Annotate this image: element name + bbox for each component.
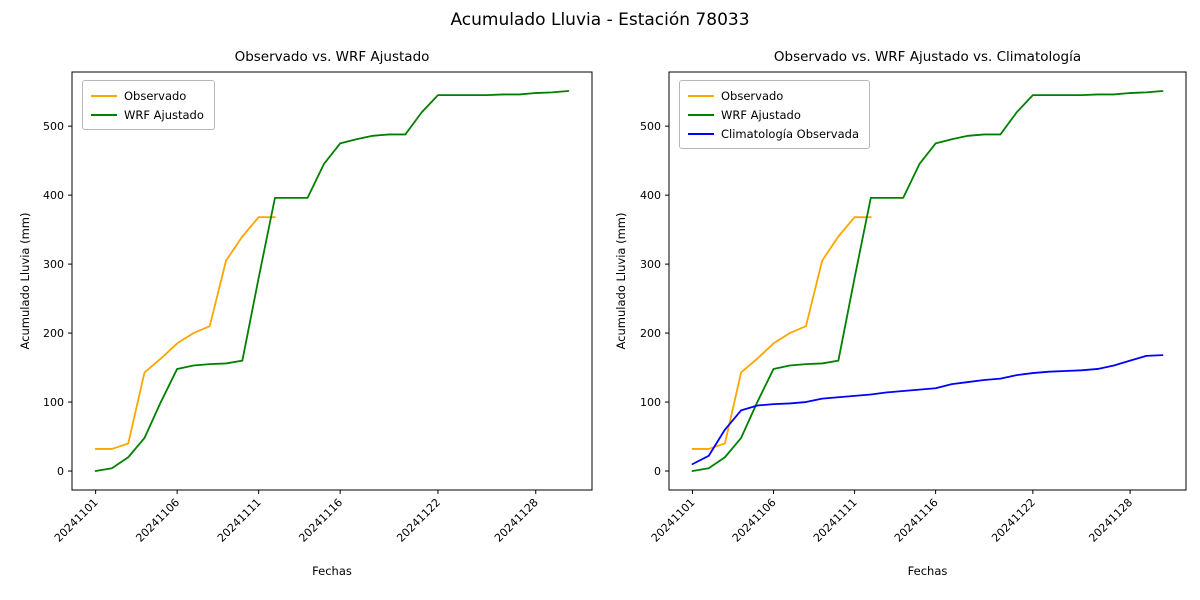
legend-line-swatch xyxy=(688,94,714,97)
legend-item: Observado xyxy=(91,86,204,105)
legend-label: Observado xyxy=(124,88,187,103)
legend-item: Climatología Observada xyxy=(688,124,859,143)
axes-frame xyxy=(668,71,1187,491)
right-yaxis-label: Acumulado Lluvia (mm) xyxy=(614,212,628,350)
series-line-observado xyxy=(94,216,276,450)
x-tick-label: 20241116 xyxy=(296,496,345,545)
legend-label: WRF Ajustado xyxy=(721,107,801,122)
y-tick-label: 100 xyxy=(43,396,64,409)
y-tick-label: 400 xyxy=(43,189,64,202)
left-yaxis-label: Acumulado Lluvia (mm) xyxy=(18,212,32,350)
legend-label: Observado xyxy=(721,88,784,103)
x-tick-label: 20241101 xyxy=(52,496,101,545)
figure-title: Acumulado Lluvia - Estación 78033 xyxy=(450,10,750,30)
series-line-wrf-ajustado xyxy=(691,90,1164,472)
right-xaxis-label: Fechas xyxy=(907,564,948,578)
x-tick-label: 20241111 xyxy=(215,496,264,545)
x-tick-label: 20241106 xyxy=(730,496,779,545)
y-tick-label: 100 xyxy=(640,396,661,409)
left-legend: Observado WRF Ajustado xyxy=(82,80,215,130)
y-tick-label: 400 xyxy=(640,189,661,202)
legend-line-swatch xyxy=(688,132,714,135)
y-tick-label: 200 xyxy=(43,327,64,340)
right-axes-title: Observado vs. WRF Ajustado vs. Climatolo… xyxy=(773,49,1082,65)
right-legend: Observado WRF Ajustado Climatología Observ… xyxy=(679,80,870,149)
x-tick-label: 20241116 xyxy=(892,496,941,545)
y-tick-label: 0 xyxy=(654,465,661,478)
series-line-wrf-ajustado xyxy=(94,90,570,472)
x-tick-label: 20241128 xyxy=(1086,496,1135,545)
legend-item: WRF Ajustado xyxy=(91,105,204,124)
x-tick-label: 20241122 xyxy=(989,496,1038,545)
x-tick-label: 20241122 xyxy=(394,496,443,545)
y-tick-label: 0 xyxy=(57,465,64,478)
y-tick-label: 200 xyxy=(640,327,661,340)
y-tick-label: 300 xyxy=(640,258,661,271)
x-tick-label: 20241111 xyxy=(811,496,860,545)
x-tick-label: 20241128 xyxy=(492,496,541,545)
legend-line-swatch xyxy=(91,113,117,116)
x-tick-label: 20241101 xyxy=(649,496,698,545)
axes-frame xyxy=(71,71,593,491)
left-axes-title: Observado vs. WRF Ajustado xyxy=(234,49,430,65)
series-line-climatolog-a-observada xyxy=(691,354,1164,466)
left-xaxis-label: Fechas xyxy=(312,564,352,578)
legend-item: Observado xyxy=(688,86,859,105)
legend-line-swatch xyxy=(91,94,117,97)
y-tick-label: 500 xyxy=(43,120,64,133)
legend-line-swatch xyxy=(688,113,714,116)
y-tick-label: 500 xyxy=(640,120,661,133)
series-line-observado xyxy=(691,216,872,450)
legend-item: WRF Ajustado xyxy=(688,105,859,124)
x-tick-label: 20241106 xyxy=(133,496,182,545)
legend-label: WRF Ajustado xyxy=(124,107,204,122)
y-tick-label: 300 xyxy=(43,258,64,271)
legend-label: Climatología Observada xyxy=(721,126,859,141)
